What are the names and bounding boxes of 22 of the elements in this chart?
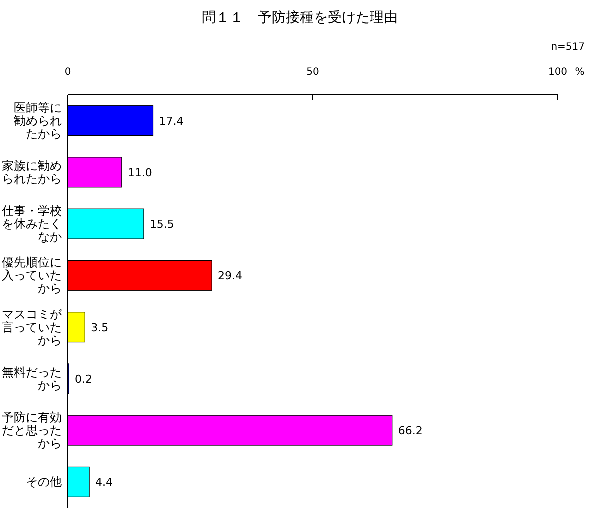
x-tick-label: 50 [306, 67, 320, 78]
data-label: 3.5 [91, 321, 109, 334]
y-tick-label: 仕事・学校を休みたくなか [1, 204, 62, 244]
data-label: 66.2 [398, 424, 423, 438]
data-label: 4.4 [96, 476, 114, 490]
chart-title: 問１１ 予防接種を受けた理由 [202, 10, 398, 26]
data-label: 17.4 [159, 114, 184, 128]
data-label: 11.0 [128, 166, 152, 180]
y-tick-label: 医師等に勧められたから [14, 100, 62, 141]
y-tick-label: 家族に勧められたから [2, 158, 62, 186]
y-tick-label: 予防に有効だと思ったから [2, 410, 62, 451]
data-label: 15.5 [150, 218, 174, 232]
data-label: 0.2 [74, 372, 92, 386]
text: n=517 [551, 42, 585, 53]
y-tick-label: マスコミが言っていたから [2, 307, 63, 348]
x-tick-label: 0 [64, 67, 72, 78]
y-tick-label: 優先順位に入っていたから [2, 256, 62, 296]
y-tick-label: 無料だったから [2, 365, 62, 392]
x-axis-title: % [575, 67, 585, 78]
data-label: 29.4 [218, 270, 243, 283]
y-tick-label: その他 [26, 475, 62, 490]
x-tick-label: 100 [548, 67, 568, 78]
